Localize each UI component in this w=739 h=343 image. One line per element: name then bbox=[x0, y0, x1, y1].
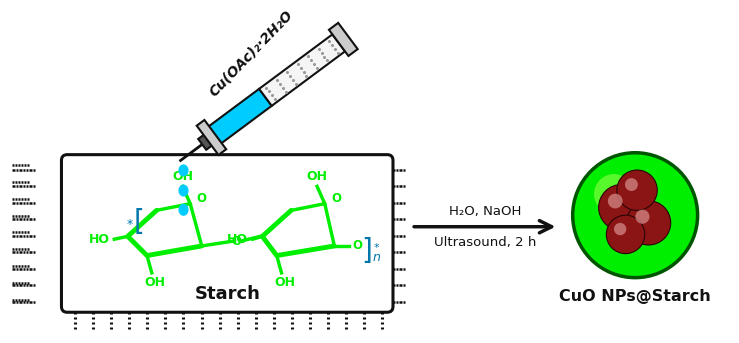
Polygon shape bbox=[179, 185, 188, 196]
Polygon shape bbox=[259, 34, 345, 106]
Text: H₂O, NaOH: H₂O, NaOH bbox=[449, 205, 521, 218]
Text: OH: OH bbox=[274, 276, 295, 289]
Text: ]: ] bbox=[361, 237, 372, 265]
Text: [: [ bbox=[134, 208, 145, 236]
Polygon shape bbox=[179, 165, 188, 176]
Text: n: n bbox=[372, 251, 381, 264]
Polygon shape bbox=[179, 204, 188, 215]
Text: O: O bbox=[331, 192, 341, 205]
Text: HO: HO bbox=[89, 233, 109, 246]
Circle shape bbox=[606, 215, 644, 253]
Circle shape bbox=[617, 170, 657, 210]
Circle shape bbox=[594, 174, 634, 214]
Circle shape bbox=[625, 178, 638, 191]
Text: Starch: Starch bbox=[194, 285, 260, 303]
Text: Cu(OAc)₂·2H₂O: Cu(OAc)₂·2H₂O bbox=[206, 8, 296, 99]
Circle shape bbox=[599, 185, 644, 230]
Circle shape bbox=[582, 162, 688, 268]
Text: O: O bbox=[197, 192, 207, 205]
Polygon shape bbox=[197, 120, 226, 155]
Circle shape bbox=[573, 153, 698, 277]
Polygon shape bbox=[204, 89, 272, 147]
FancyBboxPatch shape bbox=[61, 155, 393, 312]
Text: OH: OH bbox=[307, 170, 327, 183]
Circle shape bbox=[636, 210, 650, 224]
Text: O: O bbox=[232, 235, 242, 248]
Circle shape bbox=[608, 194, 623, 209]
Text: OH: OH bbox=[172, 170, 193, 183]
Text: OH: OH bbox=[144, 276, 166, 289]
Text: CuO NPs@Starch: CuO NPs@Starch bbox=[559, 289, 711, 304]
Text: Ultrasound, 2 h: Ultrasound, 2 h bbox=[434, 236, 536, 249]
Text: *: * bbox=[374, 243, 379, 253]
Text: HO: HO bbox=[227, 233, 248, 246]
Polygon shape bbox=[198, 133, 214, 150]
Text: *: * bbox=[126, 218, 133, 231]
Circle shape bbox=[614, 223, 627, 235]
Circle shape bbox=[627, 201, 671, 245]
Polygon shape bbox=[329, 23, 358, 56]
Text: O: O bbox=[353, 239, 362, 252]
